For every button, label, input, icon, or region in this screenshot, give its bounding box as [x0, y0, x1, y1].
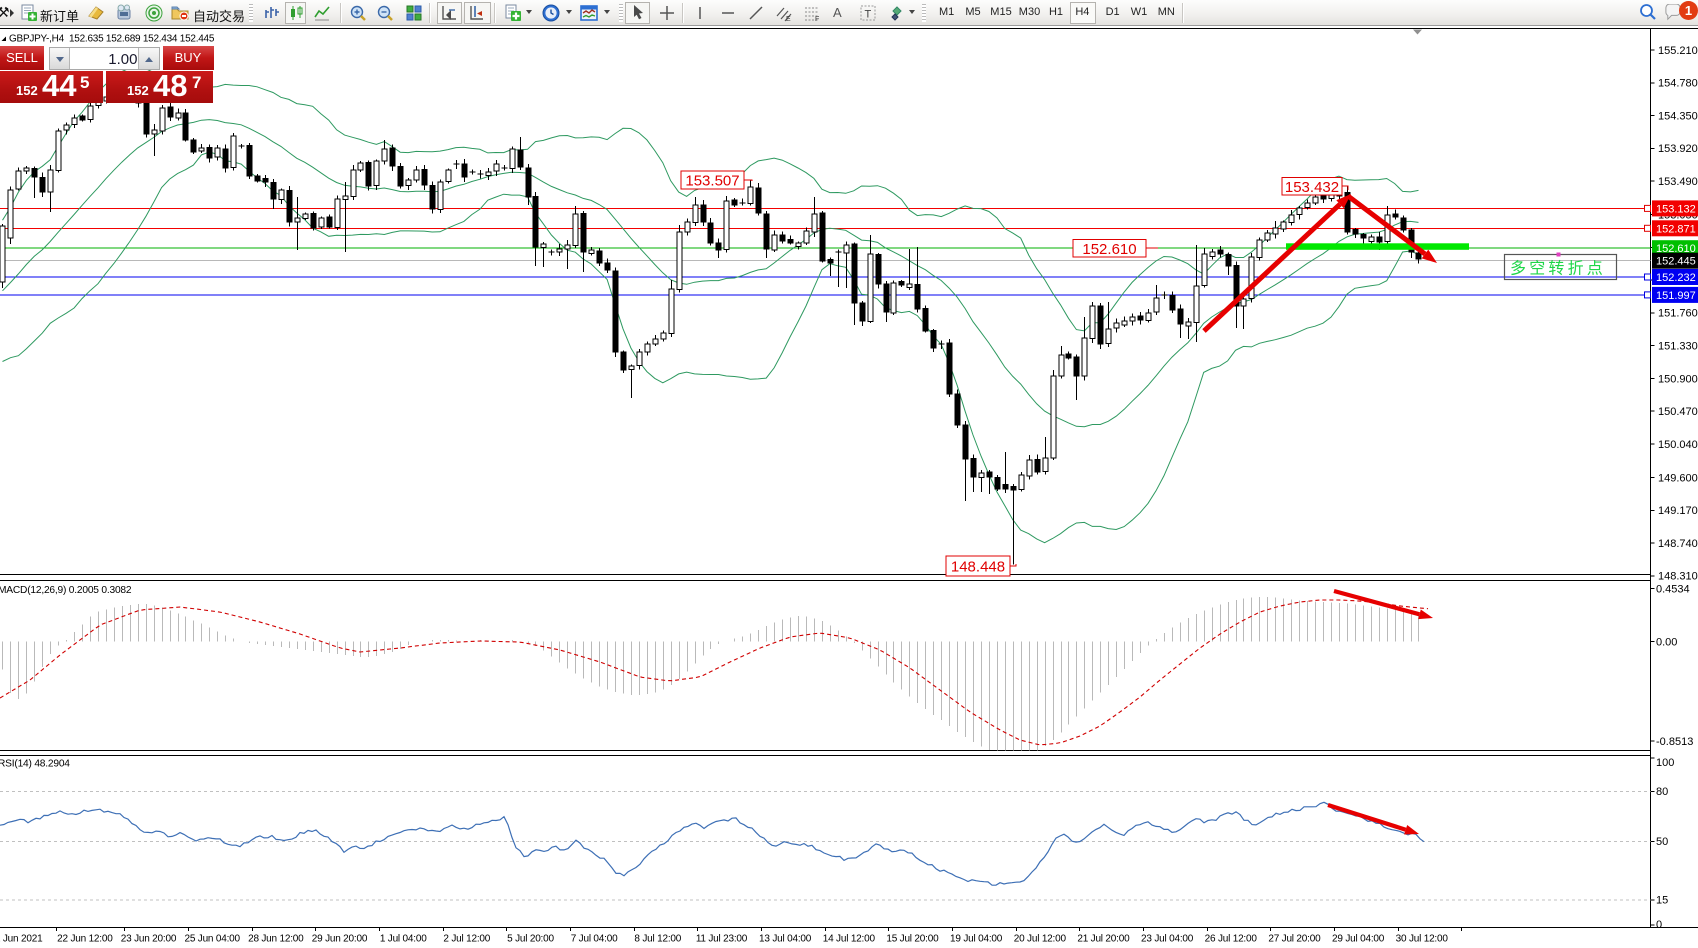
- svg-text:80: 80: [1656, 786, 1668, 798]
- svg-text:19 Jul 04:00: 19 Jul 04:00: [950, 934, 1003, 945]
- svg-text:154.350: 154.350: [1658, 110, 1698, 122]
- svg-text:0.4534: 0.4534: [1656, 583, 1690, 595]
- svg-text:149.600: 149.600: [1658, 472, 1698, 484]
- svg-text:151.760: 151.760: [1658, 308, 1698, 320]
- svg-text:E: E: [786, 16, 791, 22]
- svg-text:151.997: 151.997: [1656, 290, 1696, 302]
- svg-text:F: F: [815, 16, 819, 22]
- svg-text:154.780: 154.780: [1658, 78, 1698, 90]
- svg-text:28 Jun 12:00: 28 Jun 12:00: [248, 934, 304, 945]
- svg-text:150.040: 150.040: [1658, 439, 1698, 451]
- svg-text:26 Jul 12:00: 26 Jul 12:00: [1205, 934, 1258, 945]
- svg-text:7 Jul 04:00: 7 Jul 04:00: [571, 934, 618, 945]
- svg-text:152.232: 152.232: [1656, 272, 1696, 284]
- svg-text:多空转折点: 多空转折点: [1510, 260, 1606, 278]
- svg-text:15: 15: [1656, 895, 1668, 907]
- svg-text:29 Jul 04:00: 29 Jul 04:00: [1332, 934, 1385, 945]
- svg-text:MACD(12,26,9) 0.2005 0.3082: MACD(12,26,9) 0.2005 0.3082: [0, 585, 132, 596]
- svg-text:11 Jul 23:00: 11 Jul 23:00: [696, 934, 748, 945]
- svg-text:153.132: 153.132: [1656, 203, 1696, 215]
- svg-text:8 Jul 12:00: 8 Jul 12:00: [634, 934, 681, 945]
- svg-text:21 Jun 2021: 21 Jun 2021: [0, 934, 43, 945]
- svg-text:153.490: 153.490: [1658, 176, 1698, 188]
- svg-text:2 Jul 12:00: 2 Jul 12:00: [443, 934, 490, 945]
- svg-text:0.00: 0.00: [1656, 636, 1677, 648]
- svg-text:-0.8513: -0.8513: [1656, 736, 1693, 748]
- svg-text:0: 0: [1656, 919, 1662, 931]
- svg-text:5 Jul 20:00: 5 Jul 20:00: [507, 934, 554, 945]
- svg-text:1 Jul 04:00: 1 Jul 04:00: [380, 934, 427, 945]
- svg-text:155.210: 155.210: [1658, 45, 1698, 57]
- svg-text:27 Jul 20:00: 27 Jul 20:00: [1268, 934, 1321, 945]
- svg-text:148.310: 148.310: [1658, 571, 1698, 583]
- svg-text:25 Jun 04:00: 25 Jun 04:00: [184, 934, 240, 945]
- svg-text:100: 100: [1656, 757, 1674, 769]
- svg-text:150.900: 150.900: [1658, 373, 1698, 385]
- svg-text:GBPJPY-,H4 152.635 152.689 15: GBPJPY-,H4 152.635 152.689 152.434 152.4…: [9, 34, 215, 45]
- svg-text:148.740: 148.740: [1658, 538, 1698, 550]
- svg-text:23 Jul 04:00: 23 Jul 04:00: [1141, 934, 1194, 945]
- svg-text:153.507: 153.507: [685, 173, 739, 190]
- svg-text:21 Jul 20:00: 21 Jul 20:00: [1077, 934, 1130, 945]
- svg-text:152.445: 152.445: [1656, 256, 1696, 268]
- svg-text:152.871: 152.871: [1656, 223, 1696, 235]
- svg-text:153.920: 153.920: [1658, 143, 1698, 155]
- svg-text:T: T: [865, 9, 872, 21]
- svg-text:153.432: 153.432: [1285, 179, 1339, 196]
- svg-text:22 Jun 12:00: 22 Jun 12:00: [57, 934, 113, 945]
- svg-text:152.610: 152.610: [1656, 243, 1696, 255]
- svg-text:148.448: 148.448: [951, 559, 1005, 576]
- svg-text:50: 50: [1656, 836, 1668, 848]
- svg-text:20 Jul 12:00: 20 Jul 12:00: [1014, 934, 1067, 945]
- svg-text:13 Jul 04:00: 13 Jul 04:00: [759, 934, 812, 945]
- svg-text:14 Jul 12:00: 14 Jul 12:00: [823, 934, 876, 945]
- svg-text:RSI(14) 48.2904: RSI(14) 48.2904: [0, 759, 70, 770]
- svg-text:149.170: 149.170: [1658, 505, 1698, 517]
- svg-text:23 Jun 20:00: 23 Jun 20:00: [121, 934, 177, 945]
- svg-text:152.610: 152.610: [1082, 241, 1136, 258]
- svg-text:15 Jul 20:00: 15 Jul 20:00: [886, 934, 939, 945]
- svg-text:151.330: 151.330: [1658, 341, 1698, 353]
- svg-text:30 Jul 12:00: 30 Jul 12:00: [1396, 934, 1449, 945]
- svg-text:150.470: 150.470: [1658, 406, 1698, 418]
- svg-text:29 Jun 20:00: 29 Jun 20:00: [312, 934, 368, 945]
